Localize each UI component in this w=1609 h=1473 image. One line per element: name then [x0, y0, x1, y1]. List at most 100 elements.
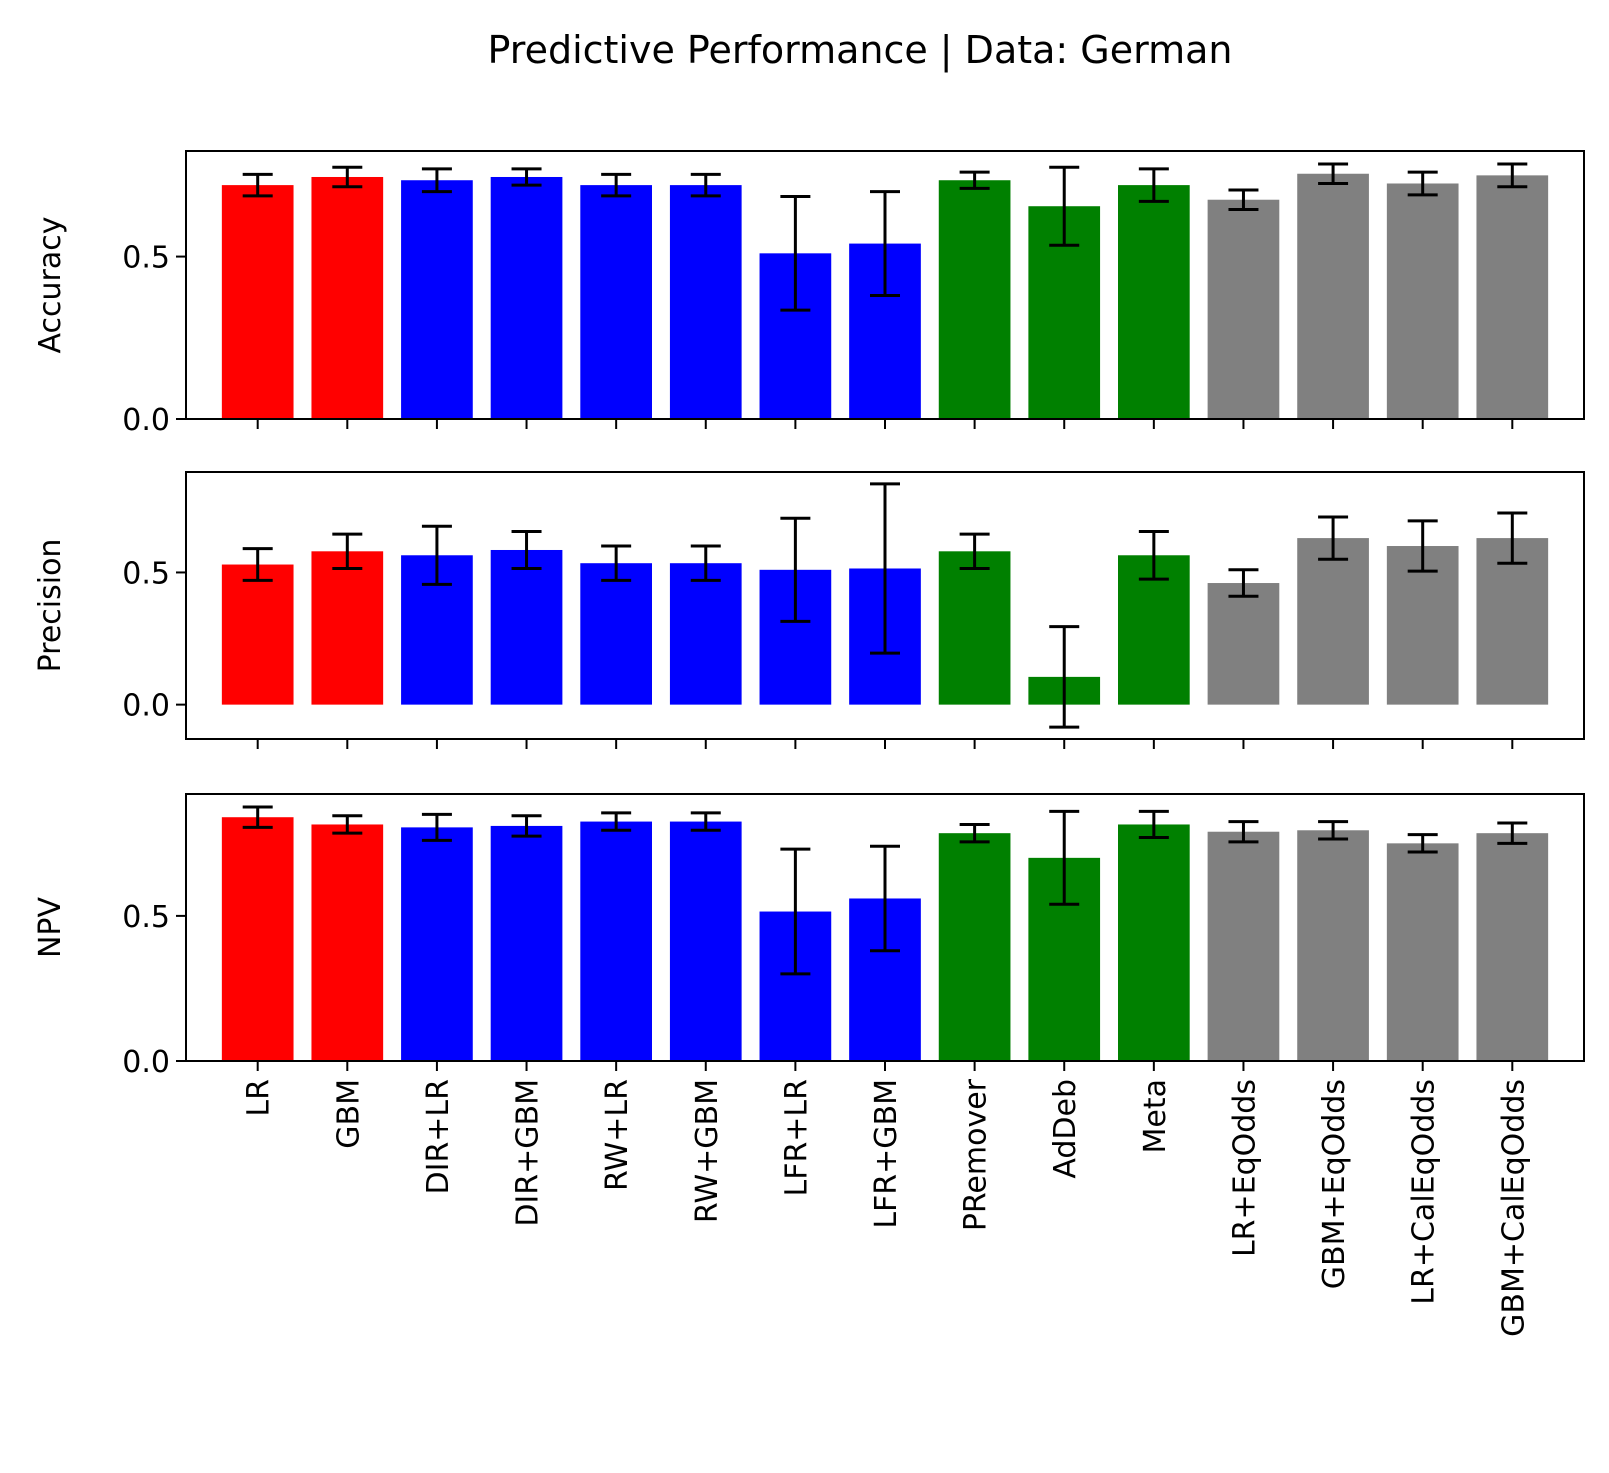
- error-bar-dir-plus-lr: [421, 524, 452, 586]
- error-bar-lfr-plus-gbm: [870, 190, 900, 298]
- x-tick-label: LR: [242, 1079, 277, 1117]
- bar-lr: [221, 564, 294, 705]
- bar-meta: [1118, 824, 1190, 1061]
- bar-rw-plus-gbm: [669, 821, 742, 1061]
- bar-gbm-plus-caleqodds: [1476, 538, 1549, 705]
- x-tick-labels: LR GBM DIR+LR DIR+GBM RW+LR RW+GBM LFR+LR LFR+G…: [242, 1078, 1532, 1337]
- bar-meta: [1118, 185, 1190, 419]
- panel-npv: 0.0 0.5 NPV: [33, 793, 1585, 1080]
- bar-gbm-plus-eqodds: [1297, 830, 1369, 1061]
- bar-rw-plus-gbm: [669, 185, 742, 419]
- bar-rw-plus-lr: [580, 563, 652, 705]
- y-axis-label: Precision: [33, 539, 68, 673]
- error-bar-gbm-plus-eqodds: [1318, 820, 1349, 841]
- error-bar-lfr-plus-gbm: [870, 844, 900, 953]
- x-tick-label: RW+LR: [600, 1079, 635, 1191]
- error-bar-gbm: [332, 532, 363, 570]
- y-tick-label: 0.5: [122, 556, 170, 591]
- error-bar-meta: [1138, 809, 1169, 840]
- bar-lr-plus-eqodds: [1207, 583, 1280, 705]
- bar-gbm: [311, 824, 384, 1061]
- error-bar-lr-plus-eqodds: [1228, 568, 1259, 598]
- error-bar-dir-plus-gbm: [511, 529, 542, 570]
- error-bar-gbm-plus-eqodds: [1318, 162, 1349, 185]
- error-bar-lr: [242, 172, 273, 198]
- error-bar-rw-plus-lr: [601, 172, 632, 198]
- error-bar-lfr-plus-gbm: [870, 482, 900, 655]
- y-tick-label: 0.0: [122, 689, 170, 724]
- x-tick-label: DIR+GBM: [511, 1079, 546, 1227]
- error-bar-dir-plus-gbm: [511, 814, 542, 838]
- error-bar-dir-plus-lr: [421, 167, 452, 194]
- bar-dir-plus-lr: [401, 827, 473, 1061]
- bar-gbm-plus-eqodds: [1297, 173, 1369, 419]
- y-tick-label: 0.5: [122, 900, 170, 935]
- bar-lr-plus-eqodds: [1207, 831, 1280, 1061]
- bar-lr-plus-caleqodds: [1386, 183, 1459, 419]
- error-bar-lr-plus-eqodds: [1228, 820, 1259, 844]
- bar-gbm: [311, 551, 384, 705]
- panel-precision: 0.0 0.5 Precision: [33, 471, 1585, 749]
- error-bar-gbm: [332, 165, 363, 189]
- x-tick-label: DIR+LR: [421, 1079, 456, 1195]
- x-tick-label: PRemover: [959, 1078, 994, 1231]
- x-tick-label: GBM+CalEqOdds: [1496, 1079, 1531, 1337]
- error-bar-lr: [242, 805, 273, 829]
- y-tick-label: 0.5: [122, 241, 170, 276]
- error-bar-lr-plus-caleqodds: [1407, 833, 1438, 854]
- error-bar-premover: [959, 170, 990, 190]
- error-bar-gbm-plus-eqodds: [1318, 515, 1349, 561]
- bar-premover: [938, 551, 1011, 705]
- bar-rw-plus-gbm: [669, 563, 742, 705]
- error-bar-lr-plus-caleqodds: [1407, 519, 1438, 573]
- error-bar-premover: [959, 532, 990, 570]
- x-tick-label: LFR+GBM: [869, 1079, 904, 1229]
- error-bar-gbm-plus-caleqodds: [1497, 821, 1528, 845]
- x-tick-label: AdDeb: [1048, 1079, 1083, 1179]
- x-tick-label: GBM+EqOdds: [1317, 1079, 1352, 1289]
- bar-rw-plus-lr: [580, 821, 652, 1061]
- error-bar-lr-plus-caleqodds: [1407, 170, 1438, 197]
- error-bar-rw-plus-gbm: [690, 172, 721, 198]
- error-bar-lr: [242, 547, 273, 582]
- error-bar-addeb: [1049, 165, 1080, 247]
- error-bar-lfr-plus-lr: [780, 516, 811, 623]
- x-tick-label: RW+GBM: [690, 1079, 725, 1223]
- error-bar-meta: [1138, 529, 1169, 581]
- x-tick-label: LFR+LR: [779, 1079, 814, 1197]
- bar-dir-plus-gbm: [490, 176, 563, 419]
- x-tick-label: LR+CalEqOdds: [1407, 1079, 1442, 1305]
- error-bar-gbm-plus-caleqodds: [1497, 511, 1528, 565]
- y-axis-label: Accuracy: [33, 217, 68, 354]
- y-tick-label: 0.0: [122, 1045, 170, 1080]
- error-bar-lfr-plus-lr: [780, 847, 811, 976]
- error-bar-lr-plus-eqodds: [1228, 188, 1259, 211]
- bar-gbm-plus-caleqodds: [1476, 175, 1549, 419]
- bar-rw-plus-lr: [580, 185, 652, 419]
- bar-gbm-plus-eqodds: [1297, 538, 1369, 705]
- error-bar-gbm: [332, 814, 363, 835]
- error-bar-rw-plus-lr: [601, 811, 632, 832]
- panel-accuracy: 0.0 0.5 Accuracy: [33, 150, 1585, 438]
- error-bar-lfr-plus-lr: [780, 194, 811, 312]
- x-tick-label: Meta: [1138, 1079, 1173, 1154]
- error-bar-dir-plus-lr: [421, 812, 452, 842]
- error-bar-addeb: [1049, 625, 1080, 729]
- chart-title: Predictive Performance | Data: German: [488, 28, 1233, 73]
- error-bar-addeb: [1049, 809, 1080, 906]
- error-bar-rw-plus-gbm: [690, 544, 721, 582]
- error-bar-dir-plus-gbm: [511, 167, 542, 187]
- error-bar-rw-plus-lr: [601, 544, 632, 582]
- error-bar-rw-plus-gbm: [690, 811, 721, 832]
- bar-gbm-plus-caleqodds: [1476, 833, 1549, 1061]
- bar-lr-plus-caleqodds: [1386, 843, 1459, 1061]
- bar-lr-plus-eqodds: [1207, 199, 1280, 419]
- error-bar-premover: [959, 822, 990, 844]
- panels: 0.0 0.5 Accuracy 0.0 0.5 Precision 0.0 0.5 NPV: [33, 150, 1585, 1080]
- y-axis-label: NPV: [33, 896, 68, 958]
- bar-premover: [938, 833, 1011, 1061]
- bar-gbm: [311, 176, 384, 419]
- bar-dir-plus-gbm: [490, 825, 563, 1061]
- bar-lr: [221, 185, 294, 419]
